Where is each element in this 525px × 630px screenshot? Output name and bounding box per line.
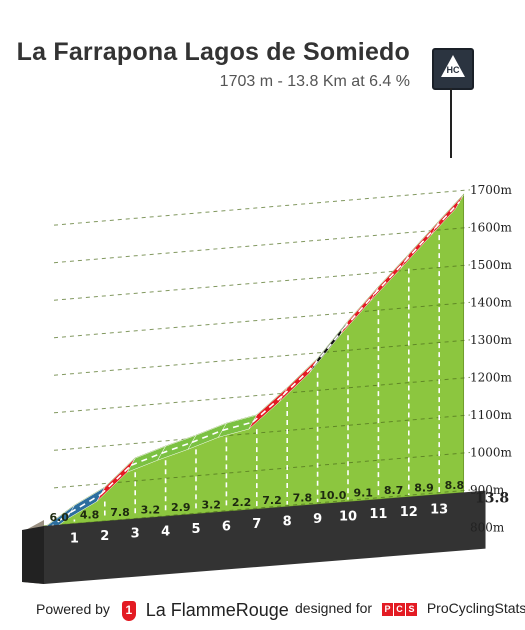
powered-by-label: Powered by xyxy=(36,601,110,618)
km-label: 13 xyxy=(430,502,448,517)
ridge-centerline xyxy=(404,227,436,263)
ridge-centerline xyxy=(252,394,284,423)
km-label: 7 xyxy=(252,517,261,532)
designed-for-label: designed for xyxy=(295,600,373,616)
gradient-label: 2.9 xyxy=(171,501,191,514)
altitude-tick-label: 1700m xyxy=(470,183,513,197)
gradient-label: 4.8 xyxy=(80,508,100,521)
altitude-grid-line xyxy=(53,264,471,301)
gradient-label: 9.1 xyxy=(353,486,373,499)
gradient-label: 3.2 xyxy=(141,503,161,516)
altitude-grid-line xyxy=(53,489,471,526)
ridge-centerline xyxy=(434,201,461,229)
gradient-label: 10.0 xyxy=(319,489,346,502)
mountain-icon xyxy=(441,55,465,77)
km-label: 8 xyxy=(283,515,292,530)
summit-marker-line xyxy=(450,88,452,158)
category-badge-label: HC xyxy=(446,65,460,75)
altitude-grid-line xyxy=(53,339,471,376)
profile-base-side xyxy=(22,526,44,584)
gradient-label: 7.8 xyxy=(110,506,130,519)
km-label: 6 xyxy=(222,519,231,534)
km-label: 5 xyxy=(191,522,200,537)
altitude-tick-label: 1600m xyxy=(470,220,513,234)
pcs-brand[interactable]: ProCyclingStats xyxy=(426,600,525,616)
km-label: 3 xyxy=(131,527,140,542)
km-label: 9 xyxy=(313,512,322,527)
altitude-tick-label: 1300m xyxy=(470,333,513,347)
flamme-rouge-logo-icon: 1 xyxy=(121,600,136,621)
footer-powered-by: Powered by 1 La FlammeRouge xyxy=(36,600,289,626)
pcs-logo-letter: C xyxy=(393,602,405,616)
climb-subtitle: 1703 m - 13.8 Km at 6.4 % xyxy=(219,73,410,90)
ridge-centerline xyxy=(100,464,132,496)
profile-area xyxy=(43,193,465,529)
gradient-label: 8.7 xyxy=(384,484,404,497)
gradient-label: 6.0 xyxy=(49,511,69,524)
altitude-tick-label: 900m xyxy=(470,483,505,497)
ridge-centerline xyxy=(161,441,193,454)
gradient-segment xyxy=(430,194,464,236)
flamme-rouge-brand[interactable]: La FlammeRouge xyxy=(145,600,289,620)
gradient-label: 8.8 xyxy=(445,479,465,492)
gradient-label: 7.8 xyxy=(293,491,313,504)
altitude-grid-line xyxy=(53,451,471,489)
ridge-centerline xyxy=(222,421,254,432)
altitude-grid-line xyxy=(53,226,471,264)
altitude-grid-line xyxy=(53,376,471,414)
ridge-centerline xyxy=(373,260,406,295)
km-label: 10 xyxy=(339,510,357,525)
km-label: 12 xyxy=(400,505,418,520)
ridge-centerline xyxy=(312,327,345,367)
category-badge: HC xyxy=(432,48,474,90)
gradient-label: 8.9 xyxy=(414,482,434,495)
gradient-label: 7.2 xyxy=(262,494,282,507)
pcs-logo-letter: P xyxy=(381,602,393,616)
km-label: 11 xyxy=(369,507,387,522)
km-label: 1 xyxy=(70,532,79,547)
total-distance-label: 13.8 xyxy=(475,490,509,506)
ridge-centerline xyxy=(191,429,223,444)
ridge-centerline xyxy=(282,365,315,396)
altitude-grid-line xyxy=(53,301,471,339)
altitude-tick-label: 1000m xyxy=(470,445,513,459)
ridge-centerline xyxy=(69,493,102,514)
altitude-tick-label: 1400m xyxy=(470,295,513,309)
gradient-label: 2.2 xyxy=(232,496,252,509)
profile-base-strip xyxy=(44,490,486,584)
altitude-tick-label: 800m xyxy=(470,521,505,535)
km-label: 2 xyxy=(100,529,109,544)
flamme-rouge-logo-digit: 1 xyxy=(125,602,133,617)
altitude-grid-line xyxy=(53,414,471,451)
altitude-tick-label: 1500m xyxy=(470,258,513,272)
ridge-centerline xyxy=(343,293,375,329)
altitude-tick-label: 1200m xyxy=(470,370,513,384)
km-label: 4 xyxy=(161,524,170,539)
gradient-label: 3.2 xyxy=(201,499,221,512)
climb-title: La Farrapona Lagos de Somiedo xyxy=(16,38,410,66)
altitude-tick-label: 1100m xyxy=(470,408,513,422)
altitude-grid-line xyxy=(53,189,471,226)
ridge-centerline xyxy=(130,452,162,466)
pcs-logo-letter: S xyxy=(405,602,417,616)
